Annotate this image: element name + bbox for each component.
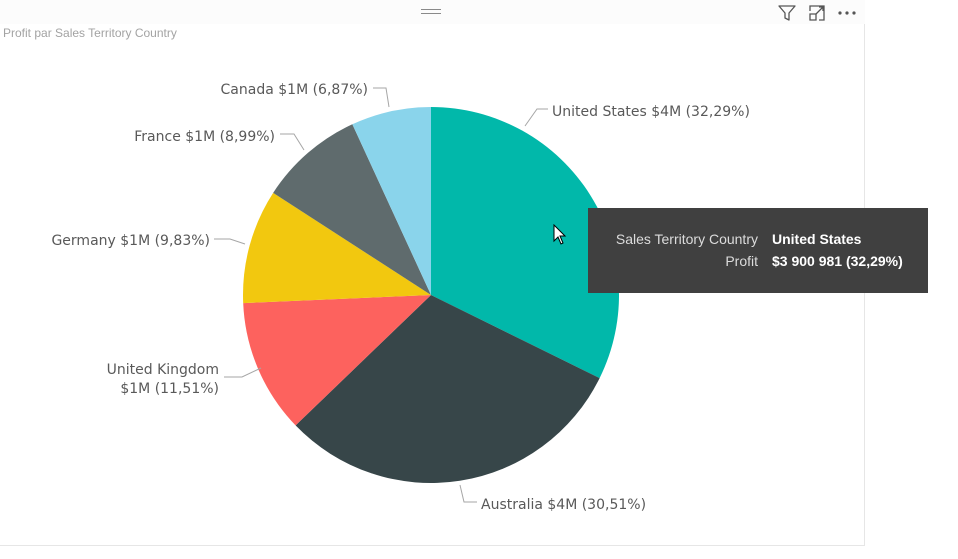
leader-line-united-states xyxy=(524,108,548,127)
pie-slice-canada[interactable] xyxy=(352,107,431,295)
pie-chart: United States $4M (32,29%) Australia $4M … xyxy=(51,82,750,513)
leader-line-france xyxy=(280,133,305,151)
tooltip-key: Profit xyxy=(725,253,758,269)
pie-slice-australia[interactable] xyxy=(295,295,600,484)
data-label-united-states: United States $4M (32,29%) xyxy=(552,104,750,120)
pie-slice-france[interactable] xyxy=(273,124,431,296)
tooltip-value: United States xyxy=(772,231,862,247)
data-label-united-kingdom: $1M (11,51%) xyxy=(120,381,219,397)
data-label-france: France $1M (8,99%) xyxy=(134,129,275,145)
focus-mode-icon[interactable] xyxy=(807,3,827,23)
visual-title: Profit par Sales Territory Country xyxy=(3,26,177,40)
pie-slice-united-states[interactable] xyxy=(431,107,619,379)
leader-line-australia xyxy=(459,484,477,503)
tooltip: Sales Territory Country United States Pr… xyxy=(588,208,928,293)
tooltip-row-profit: Profit $3 900 981 (32,29%) xyxy=(588,253,928,273)
tooltip-row-country: Sales Territory Country United States xyxy=(588,231,928,251)
tooltip-key: Sales Territory Country xyxy=(615,231,758,247)
data-label-canada: Canada $1M (6,87%) xyxy=(221,82,368,98)
leader-line-germany xyxy=(214,238,246,245)
leader-line-united-kingdom xyxy=(224,367,262,378)
drag-handle-icon[interactable] xyxy=(421,8,441,15)
data-label-australia: Australia $4M (30,51%) xyxy=(481,497,646,513)
pie-slice-united-kingdom[interactable] xyxy=(243,295,431,426)
more-options-icon[interactable] xyxy=(837,3,857,23)
mouse-cursor-icon xyxy=(553,224,567,245)
data-label-united-kingdom: United Kingdom xyxy=(107,362,219,378)
pie-slice-germany[interactable] xyxy=(243,192,431,304)
filter-icon[interactable] xyxy=(777,3,797,23)
tooltip-value: $3 900 981 (32,29%) xyxy=(772,253,903,269)
visual-header xyxy=(0,0,865,24)
data-label-germany: Germany $1M (9,83%) xyxy=(51,233,210,249)
leader-line-canada xyxy=(373,87,390,108)
